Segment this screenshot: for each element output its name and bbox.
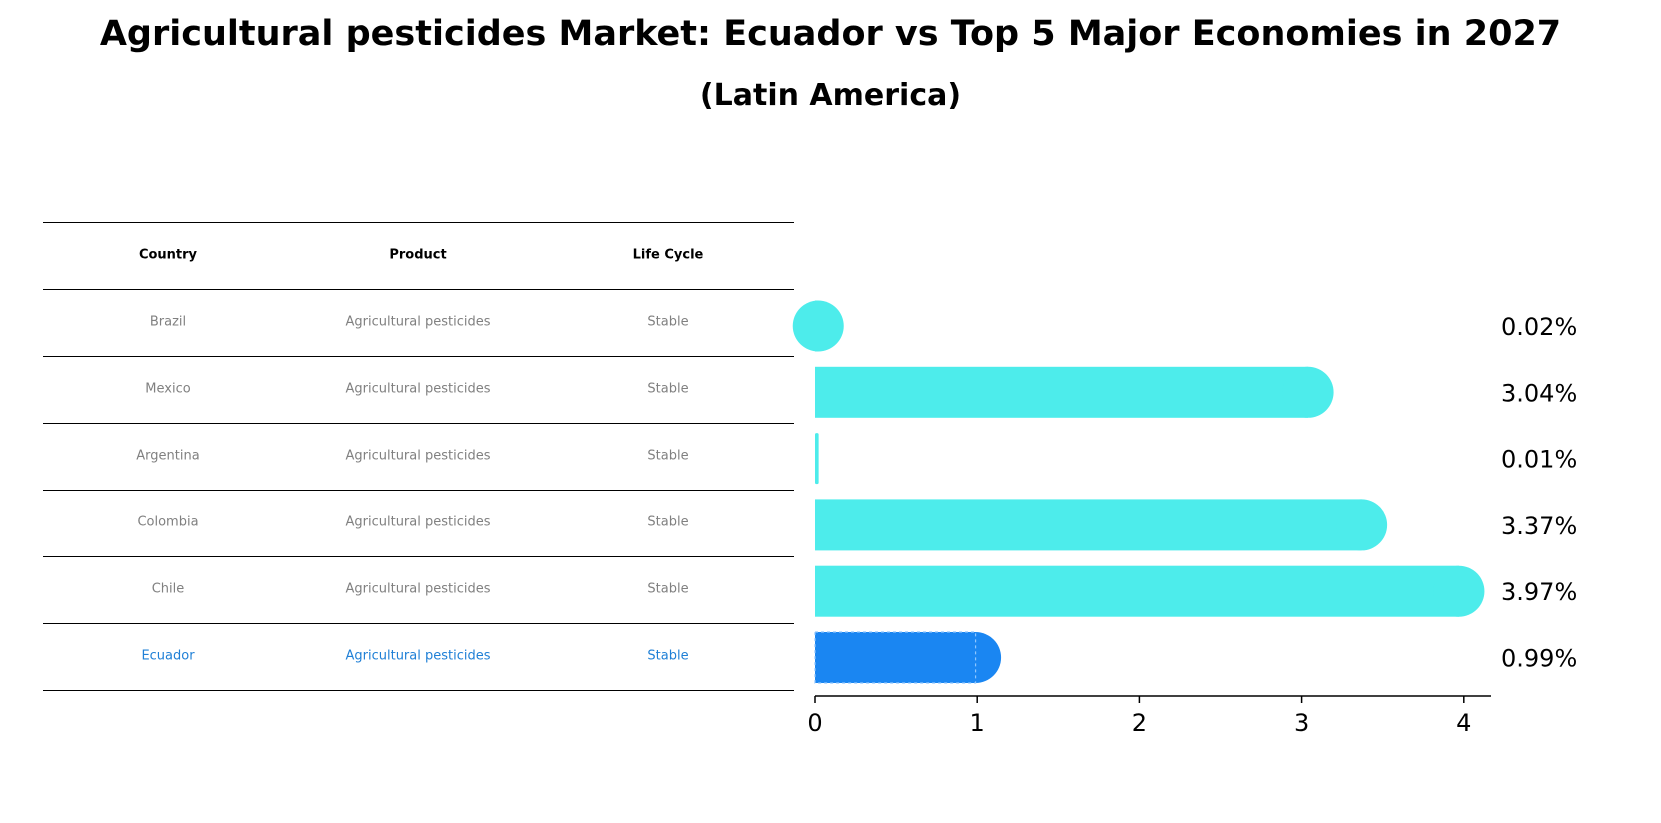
table-cell-product: Agricultural pesticides (345, 448, 491, 464)
bar-highlight-outline (814, 631, 977, 684)
table-cell-product: Agricultural pesticides (345, 581, 491, 597)
data-label: 3.04% (1501, 379, 1577, 407)
bar (815, 565, 1459, 617)
bar-cap (792, 300, 844, 352)
table-divider (43, 490, 794, 491)
bar (815, 366, 1309, 418)
data-label: 3.97% (1501, 578, 1577, 606)
x-tick-label: 3 (1294, 709, 1309, 737)
table-cell-country: Ecuador (141, 648, 195, 664)
table-divider (43, 623, 794, 624)
header-life-cycle: Life Cycle (632, 247, 704, 263)
chart-title: Agricultural pesticides Market: Ecuador … (99, 14, 1562, 54)
table-cell-country: Mexico (145, 381, 191, 397)
bar-cap (1282, 366, 1334, 418)
table-cell-life-cycle: Stable (647, 448, 689, 464)
header-country: Country (138, 247, 198, 263)
table-cell-product: Agricultural pesticides (345, 381, 491, 397)
table-cell-country: Argentina (136, 448, 200, 464)
bar-cap (1433, 565, 1485, 617)
table-cell-product: Agricultural pesticides (345, 514, 491, 530)
table-divider (43, 423, 794, 424)
table-divider (43, 690, 794, 691)
table-divider (43, 556, 794, 557)
table-divider (43, 356, 794, 357)
data-label: 3.37% (1501, 512, 1577, 540)
table-divider (43, 289, 794, 290)
table-cell-country: Colombia (137, 514, 199, 530)
x-tick-label: 0 (807, 709, 822, 737)
bar (815, 632, 976, 683)
table-cell-life-cycle: Stable (647, 648, 689, 664)
x-tick-label: 1 (970, 709, 985, 737)
table-cell-country: Chile (151, 581, 185, 597)
bar (815, 433, 819, 485)
table-divider (43, 222, 794, 223)
x-tick-label: 2 (1132, 709, 1147, 737)
data-label: 0.99% (1501, 645, 1577, 673)
table-cell-life-cycle: Stable (647, 514, 689, 530)
table-cell-life-cycle: Stable (647, 581, 689, 597)
data-label: 0.01% (1501, 446, 1577, 474)
table-cell-product: Agricultural pesticides (345, 314, 491, 330)
table-cell-country: Brazil (149, 314, 187, 330)
chart-subtitle: (Latin America) (699, 78, 962, 113)
data-label: 0.02% (1501, 313, 1577, 341)
table-cell-product: Agricultural pesticides (345, 648, 491, 664)
table-cell-life-cycle: Stable (647, 381, 689, 397)
bar (815, 499, 1362, 551)
x-tick-label: 4 (1456, 709, 1471, 737)
table-cell-life-cycle: Stable (647, 314, 689, 330)
header-product: Product (389, 247, 447, 263)
bar-cap (1336, 499, 1388, 551)
